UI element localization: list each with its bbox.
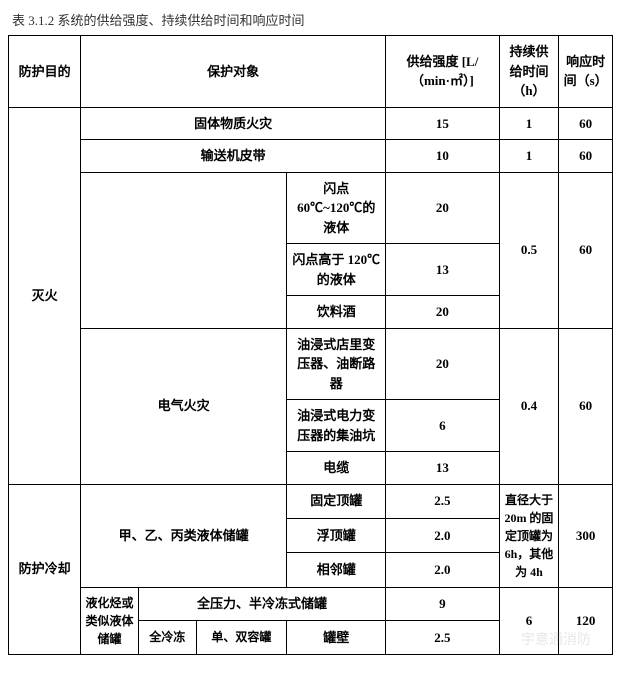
table-row: 输送机皮带 10 1 60 xyxy=(9,140,613,173)
intensity-cell: 13 xyxy=(386,244,499,296)
sub-cell: 闪点 60℃~120℃的液体 xyxy=(287,172,386,244)
intensity-cell: 10 xyxy=(386,140,499,173)
sub-cell: 油浸式电力变压器的集油坑 xyxy=(287,400,386,452)
intensity-cell: 2.5 xyxy=(386,484,499,518)
sub-cell: 单、双容罐 xyxy=(196,621,287,655)
table-row: 液化烃或类似液体储罐 全压力、半冷冻式储罐 9 6 120 xyxy=(9,587,613,621)
table-row: 防护目的 保护对象 供给强度 [L/（min·㎡）] 持续供给时间（h） 响应时… xyxy=(9,36,613,108)
intensity-cell: 2.5 xyxy=(386,621,499,655)
object-cell: 液化烃或类似液体储罐 xyxy=(81,587,139,654)
duration-cell: 1 xyxy=(499,140,559,173)
sub-cell: 闪点高于 120℃的液体 xyxy=(287,244,386,296)
sub-cell: 油浸式店里变压器、油断路器 xyxy=(287,328,386,400)
purpose-cell: 防护冷却 xyxy=(9,484,81,654)
intensity-cell: 20 xyxy=(386,296,499,329)
table-caption: 表 3.1.2 系统的供给强度、持续供给时间和响应时间 xyxy=(8,8,613,35)
intensity-cell: 20 xyxy=(386,172,499,244)
object-cell: 固体物质火灾 xyxy=(81,107,386,140)
response-cell: 120 xyxy=(559,587,613,654)
response-cell: 60 xyxy=(559,140,613,173)
sub-cell: 全压力、半冷冻式储罐 xyxy=(138,587,385,621)
table-row: 闪点 60℃~120℃的液体 20 0.5 60 xyxy=(9,172,613,244)
table-row: 防护冷却 甲、乙、丙类液体储罐 固定顶罐 2.5 直径大于 20m 的固定顶罐为… xyxy=(9,484,613,518)
duration-cell: 0.4 xyxy=(499,328,559,484)
intensity-cell: 9 xyxy=(386,587,499,621)
sub-cell: 罐壁 xyxy=(287,621,386,655)
col-object: 保护对象 xyxy=(81,36,386,108)
col-purpose: 防护目的 xyxy=(9,36,81,108)
col-duration: 持续供给时间（h） xyxy=(499,36,559,108)
sub-cell: 相邻罐 xyxy=(287,553,386,587)
response-cell: 300 xyxy=(559,484,613,587)
object-cell: 输送机皮带 xyxy=(81,140,386,173)
object-cell: 电气火灾 xyxy=(81,328,287,484)
table-row: 灭火 固体物质火灾 15 1 60 xyxy=(9,107,613,140)
sub-cell: 固定顶罐 xyxy=(287,484,386,518)
intensity-cell: 2.0 xyxy=(386,518,499,552)
duration-cell: 0.5 xyxy=(499,172,559,328)
data-table: 防护目的 保护对象 供给强度 [L/（min·㎡）] 持续供给时间（h） 响应时… xyxy=(8,35,613,655)
object-cell xyxy=(81,172,287,328)
sub-cell: 浮顶罐 xyxy=(287,518,386,552)
purpose-cell: 灭火 xyxy=(9,107,81,484)
intensity-cell: 13 xyxy=(386,452,499,485)
response-cell: 60 xyxy=(559,107,613,140)
col-response: 响应时间（s） xyxy=(559,36,613,108)
table-row: 电气火灾 油浸式店里变压器、油断路器 20 0.4 60 xyxy=(9,328,613,400)
intensity-cell: 2.0 xyxy=(386,553,499,587)
sub-cell: 电缆 xyxy=(287,452,386,485)
object-cell: 甲、乙、丙类液体储罐 xyxy=(81,484,287,587)
sub-cell: 饮料酒 xyxy=(287,296,386,329)
intensity-cell: 20 xyxy=(386,328,499,400)
response-cell: 60 xyxy=(559,172,613,328)
duration-cell: 1 xyxy=(499,107,559,140)
intensity-cell: 15 xyxy=(386,107,499,140)
col-intensity: 供给强度 [L/（min·㎡）] xyxy=(386,36,499,108)
duration-cell: 直径大于 20m 的固定顶罐为 6h，其他为 4h xyxy=(499,484,559,587)
duration-cell: 6 xyxy=(499,587,559,654)
response-cell: 60 xyxy=(559,328,613,484)
intensity-cell: 6 xyxy=(386,400,499,452)
sub-cell: 全冷冻 xyxy=(138,621,196,655)
